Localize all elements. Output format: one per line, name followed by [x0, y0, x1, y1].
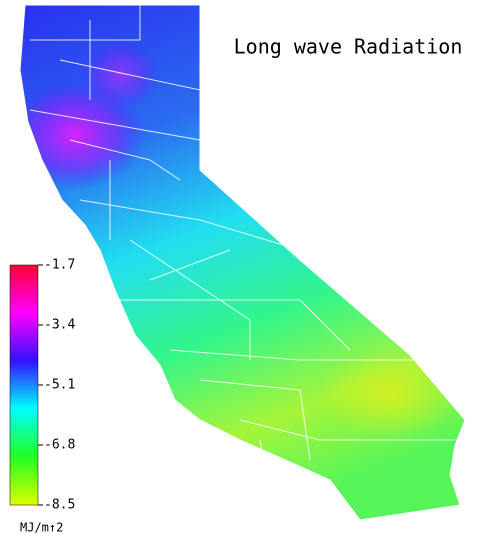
colorbar-tick-label: -6.8: [44, 438, 75, 453]
colorbar-tick-label: -3.4: [44, 318, 75, 333]
colorbar-unit: MJ/m↑2: [20, 521, 63, 535]
colorbar-tick-label: -1.7: [44, 258, 75, 273]
colorbar-tick-label: -8.5: [44, 498, 75, 513]
map-title: Long wave Radiation: [234, 35, 463, 59]
county-lines: [29, 5, 465, 501]
colorbar-tick-label: -5.1: [44, 378, 75, 393]
colorbar: [9, 264, 39, 506]
